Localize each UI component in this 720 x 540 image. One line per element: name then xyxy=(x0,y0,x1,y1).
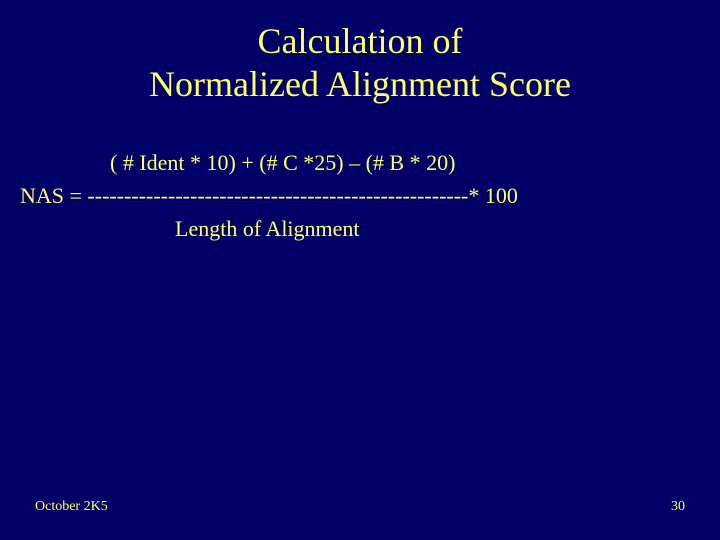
formula-suffix: * 100 xyxy=(468,183,518,208)
formula-divider: ----------------------------------------… xyxy=(87,183,468,208)
formula-denominator: Length of Alignment xyxy=(175,212,720,245)
footer-date: October 2K5 xyxy=(35,499,108,515)
title-line-1: Calculation of xyxy=(0,20,720,63)
formula-divider-line: NAS = ----------------------------------… xyxy=(20,179,720,212)
formula-numerator: ( # Ident * 10) + (# C *25) – (# B * 20) xyxy=(110,146,720,179)
formula-prefix: NAS = xyxy=(20,183,87,208)
formula-block: ( # Ident * 10) + (# C *25) – (# B * 20)… xyxy=(10,146,720,245)
slide-title: Calculation of Normalized Alignment Scor… xyxy=(0,0,720,106)
title-line-2: Normalized Alignment Score xyxy=(0,63,720,106)
footer-page-number: 30 xyxy=(671,499,685,515)
